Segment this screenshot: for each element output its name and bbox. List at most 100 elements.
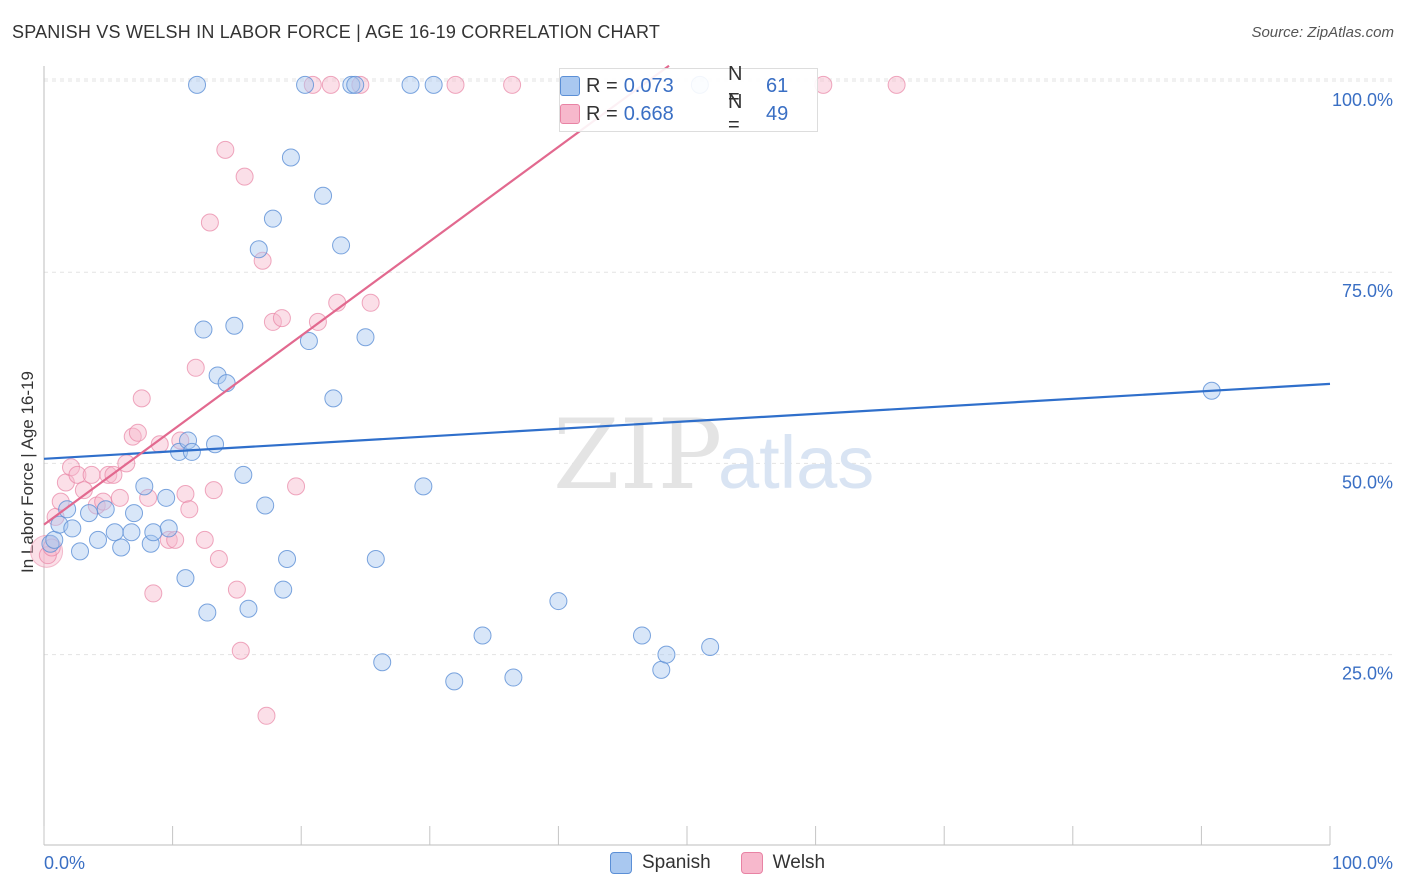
spanish-point (274, 580, 293, 599)
spanish-point (225, 316, 244, 335)
welsh-point (321, 75, 340, 94)
welsh-point (272, 309, 291, 328)
welsh-trend-line (43, 64, 670, 526)
spanish-point (182, 442, 201, 461)
spanish-point (314, 186, 333, 205)
legend-n-label: N = (728, 91, 743, 136)
welsh-point (446, 75, 465, 94)
series-legend: Spanish Welsh (610, 852, 855, 874)
welsh-point (253, 251, 272, 270)
series-label-spanish: Spanish (642, 852, 711, 873)
spanish-point (299, 332, 318, 351)
legend-r-label: R = (586, 102, 618, 125)
spanish-point (281, 148, 300, 167)
spanish-point (96, 500, 115, 519)
spanish-point (45, 530, 64, 549)
welsh-point (351, 75, 370, 94)
welsh-point (51, 492, 70, 511)
spanish-point (366, 550, 385, 568)
welsh-point (263, 312, 282, 331)
grid (44, 78, 1395, 656)
welsh-point (128, 423, 147, 442)
welsh-point (62, 458, 81, 477)
welsh-point (99, 465, 118, 484)
spanish-point (179, 431, 198, 450)
spanish-point (632, 626, 651, 645)
welsh-point (287, 477, 306, 496)
welsh-point (235, 167, 254, 186)
welsh-point (204, 481, 223, 500)
spanish-point (346, 75, 365, 94)
welsh-point (887, 75, 906, 94)
series-label-welsh: Welsh (772, 852, 826, 873)
welsh-point (195, 530, 214, 549)
legend-n-spanish: 61 (766, 74, 789, 97)
spanish-point (373, 653, 392, 672)
spanish-point (194, 320, 213, 339)
welsh-point (144, 584, 163, 603)
series-swatch-spanish (610, 852, 632, 874)
spanish-point (198, 603, 217, 622)
trend-lines (43, 64, 1331, 526)
series-swatch-welsh (740, 852, 763, 874)
spanish-points (41, 75, 1221, 691)
welsh-point (503, 75, 522, 94)
series-legend-spanish[interactable]: Spanish (610, 852, 711, 874)
welsh-point (227, 580, 246, 599)
legend-swatch-spanish (560, 76, 580, 96)
spanish-point (652, 660, 671, 679)
spanish-point (296, 75, 315, 94)
x-tick-label-max: 100.0% (1332, 853, 1393, 873)
spanish-point (144, 523, 163, 542)
spanish-point (324, 389, 343, 408)
spanish-point (278, 550, 297, 568)
spanish-point (105, 523, 124, 542)
welsh-point (139, 488, 158, 507)
spanish-point (549, 592, 568, 611)
axes (43, 66, 1331, 846)
spanish-point (239, 599, 258, 618)
spanish-point (657, 645, 676, 664)
legend-r-spanish: 0.073 (623, 74, 674, 97)
welsh-point (82, 465, 101, 484)
spanish-point (80, 504, 99, 523)
spanish-point (125, 504, 144, 523)
legend-row-welsh: R = 0.668 N = 49 (560, 91, 788, 136)
welsh-point (216, 140, 235, 159)
legend-swatch-welsh (560, 104, 580, 124)
legend-n-welsh: 49 (766, 102, 789, 125)
spanish-point (122, 523, 141, 542)
spanish-point (63, 519, 82, 538)
welsh-point (209, 550, 228, 568)
chart-title: SPANISH VS WELSH IN LABOR FORCE | AGE 16… (12, 22, 661, 42)
welsh-point (171, 431, 190, 450)
y-tick-label: 50.0% (1342, 472, 1393, 492)
y-tick-label: 75.0% (1342, 281, 1393, 301)
legend-r-welsh: 0.668 (623, 102, 674, 125)
welsh-point (361, 293, 380, 312)
legend-row-spanish: R = 0.073 N = 61 (560, 63, 788, 108)
spanish-point (208, 366, 227, 385)
correlation-legend: R = 0.073 N = 61 R = 0.668 N = 49 (559, 63, 818, 136)
spanish-point (217, 374, 236, 393)
legend-n-label: N = (728, 63, 743, 108)
series-legend-welsh[interactable]: Welsh (740, 852, 826, 874)
x-tick-label-min: 0.0% (44, 853, 85, 873)
spanish-point (332, 236, 351, 255)
spanish-point (135, 477, 154, 496)
welsh-point (231, 641, 250, 660)
watermark-atlas: atlas (718, 421, 874, 504)
spanish-point (401, 75, 420, 94)
welsh-points (30, 75, 906, 725)
spanish-point (234, 465, 253, 484)
spanish-point (701, 637, 720, 656)
spanish-point (263, 209, 282, 228)
spanish-point (414, 477, 433, 496)
y-tick-label: 100.0% (1332, 90, 1393, 110)
spanish-point (188, 75, 207, 94)
spanish-point (157, 488, 176, 507)
welsh-point (110, 488, 129, 507)
spanish-point (473, 626, 492, 645)
spanish-point (176, 569, 195, 588)
